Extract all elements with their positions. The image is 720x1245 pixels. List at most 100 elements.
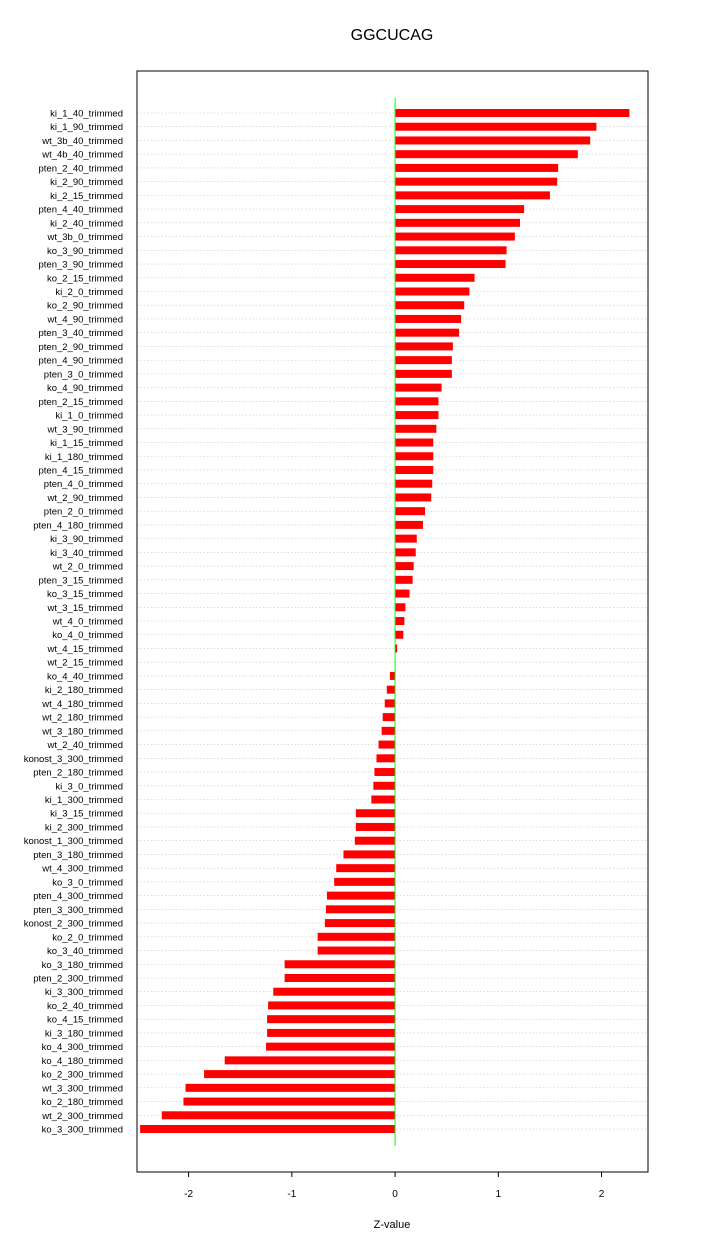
bar [395, 397, 439, 406]
category-label: wt_3b_0_trimmed [46, 232, 123, 243]
category-label: wt_3_90_trimmed [46, 424, 123, 435]
bar [395, 205, 525, 214]
bar [395, 383, 442, 392]
category-label: wt_4b_40_trimmed [41, 150, 123, 161]
bar [381, 726, 396, 735]
bars [140, 109, 630, 1134]
bar [382, 713, 396, 722]
category-label: ko_3_180_trimmed [42, 960, 123, 971]
bar [395, 163, 559, 172]
category-label: ki_1_90_trimmed [50, 122, 123, 133]
bar [395, 246, 507, 255]
bar [395, 452, 434, 461]
category-label: pten_4_300_trimmed [33, 891, 123, 902]
category-label: wt_3_300_trimmed [41, 1083, 123, 1094]
x-tick-label: 0 [392, 1189, 398, 1200]
category-label: ki_1_0_trimmed [55, 411, 123, 422]
bar [204, 1070, 396, 1079]
category-label: wt_2_0_trimmed [52, 562, 123, 573]
bar [284, 973, 396, 982]
category-label: ko_2_0_trimmed [52, 932, 123, 943]
bar [395, 575, 413, 584]
category-label: ki_1_15_trimmed [50, 438, 123, 449]
category-label: pten_3_0_trimmed [44, 369, 123, 380]
bar [395, 177, 558, 186]
bar [395, 260, 506, 269]
category-label: wt_2_40_trimmed [46, 740, 123, 751]
bar [354, 836, 396, 845]
category-label: pten_3_40_trimmed [39, 328, 124, 339]
category-label: ki_2_180_trimmed [45, 685, 123, 696]
category-label: wt_4_0_trimmed [52, 617, 123, 628]
category-label: pten_2_90_trimmed [39, 342, 124, 353]
category-label: ko_2_90_trimmed [47, 301, 123, 312]
category-labels: ki_1_40_trimmed ki_1_90_trimmed wt_3b_40_t… [24, 109, 123, 1136]
bar [395, 122, 597, 131]
x-axis-title: Z-value [374, 1219, 411, 1231]
category-label: konost_3_300_trimmed [24, 754, 123, 765]
bar [161, 1111, 396, 1120]
category-label: pten_3_90_trimmed [39, 260, 124, 271]
bar [395, 411, 439, 420]
bar [326, 891, 396, 900]
bar [389, 671, 396, 680]
bar [395, 534, 417, 543]
category-label: ki_2_90_trimmed [50, 177, 123, 188]
bar [378, 740, 396, 749]
category-label: pten_3_180_trimmed [33, 850, 123, 861]
bar [224, 1056, 396, 1065]
category-label: ki_3_180_trimmed [45, 1028, 123, 1039]
category-label: wt_3b_40_trimmed [41, 136, 123, 147]
category-label: pten_4_0_trimmed [44, 479, 123, 490]
bar [266, 1042, 396, 1051]
chart-title: GGCUCAG [351, 27, 434, 44]
category-label: ko_3_40_trimmed [47, 946, 123, 957]
category-label: konost_2_300_trimmed [24, 919, 123, 930]
bar [395, 520, 423, 529]
category-label: ko_2_15_trimmed [47, 273, 123, 284]
bar [395, 493, 432, 502]
bar [386, 685, 396, 694]
category-label: ki_2_15_trimmed [50, 191, 123, 202]
x-tick-label: -2 [184, 1189, 193, 1200]
category-label: ko_2_180_trimmed [42, 1097, 123, 1108]
bar [395, 328, 460, 337]
bar [395, 232, 515, 241]
category-label: pten_2_40_trimmed [39, 163, 124, 174]
category-label: pten_3_15_trimmed [39, 575, 124, 586]
category-label: pten_2_15_trimmed [39, 397, 124, 408]
bar [334, 877, 396, 886]
bar [395, 617, 405, 626]
bar [355, 822, 396, 831]
bar [395, 273, 475, 282]
category-label: wt_2_90_trimmed [46, 493, 123, 504]
bar [395, 630, 404, 639]
category-label: ko_2_300_trimmed [42, 1070, 123, 1081]
bar [317, 946, 396, 955]
category-label: pten_2_300_trimmed [33, 973, 123, 984]
bar [384, 699, 396, 708]
category-label: ko_3_15_trimmed [47, 589, 123, 600]
bar [140, 1125, 396, 1134]
category-label: wt_2_180_trimmed [41, 713, 123, 724]
category-label: ko_4_300_trimmed [42, 1042, 123, 1053]
bar [395, 218, 520, 227]
category-label: ki_3_90_trimmed [50, 534, 123, 545]
bar [395, 589, 410, 598]
bar [395, 603, 406, 612]
bar [268, 1001, 396, 1010]
bar [395, 465, 434, 474]
bar [395, 356, 452, 365]
x-axis: -2 -1 0 1 2 [184, 1172, 605, 1200]
category-label: ko_4_180_trimmed [42, 1056, 123, 1067]
category-label: pten_2_180_trimmed [33, 768, 123, 779]
bar [395, 507, 426, 516]
category-label: ki_2_300_trimmed [45, 822, 123, 833]
bar [395, 191, 550, 200]
bar [355, 809, 396, 818]
category-label: pten_4_180_trimmed [33, 520, 123, 531]
category-label: ko_4_90_trimmed [47, 383, 123, 394]
bar [267, 1028, 396, 1037]
category-label: ki_1_180_trimmed [45, 452, 123, 463]
category-label: pten_3_300_trimmed [33, 905, 123, 916]
